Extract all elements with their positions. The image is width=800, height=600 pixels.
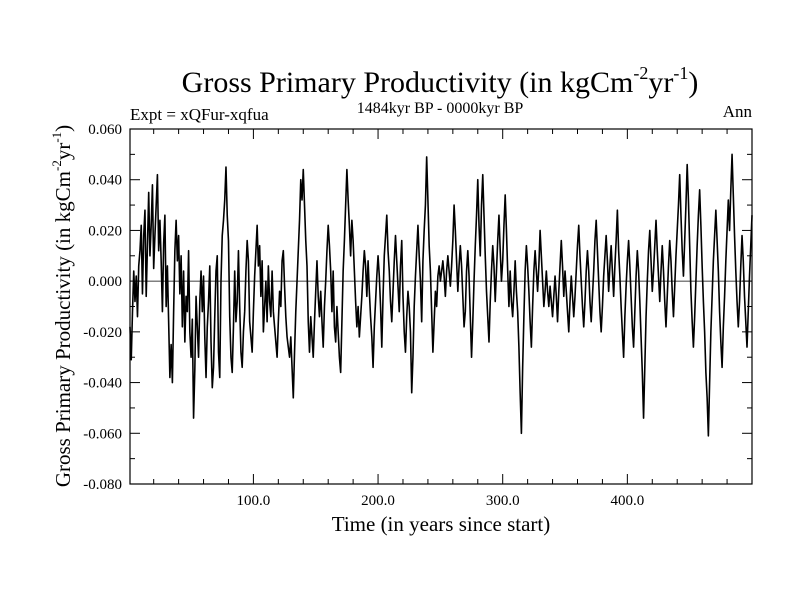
subtitle-period: 1484kyr BP - 0000kyr BP [357, 100, 524, 117]
y-tick-label: -0.060 [83, 426, 122, 442]
x-tick-label: 400.0 [610, 493, 644, 509]
x-axis: 100.0 200.0 300.0 400.0 [153, 129, 728, 509]
y-tick-label: 0.000 [88, 274, 122, 290]
y-axis-label: Gross Primary Productivity (in kgCm-2yr-… [49, 125, 75, 487]
y-tick-label: 0.060 [88, 122, 122, 138]
series-line-gpp [129, 153, 753, 437]
chart-title: Gross Primary Productivity (in kgCm-2yr-… [182, 63, 699, 99]
y-tick-label: 0.040 [88, 173, 122, 189]
x-tick-label: 200.0 [361, 493, 395, 509]
subtitle-season: Ann [723, 102, 753, 121]
x-axis-label: Time (in years since start) [332, 512, 551, 536]
y-tick-label: -0.080 [83, 477, 122, 493]
plot-frame [129, 128, 753, 485]
subtitle-experiment: Expt = xQFur-xqfua [130, 105, 269, 124]
x-tick-label: 100.0 [237, 493, 271, 509]
y-axis: 0.060 0.040 0.020 0.000 -0.020 -0.040 -0.060 -0… [83, 122, 752, 493]
y-tick-label: 0.020 [88, 223, 122, 239]
y-tick-label: -0.020 [83, 325, 122, 341]
y-tick-label: -0.040 [83, 376, 122, 392]
x-tick-label: 300.0 [486, 493, 520, 509]
